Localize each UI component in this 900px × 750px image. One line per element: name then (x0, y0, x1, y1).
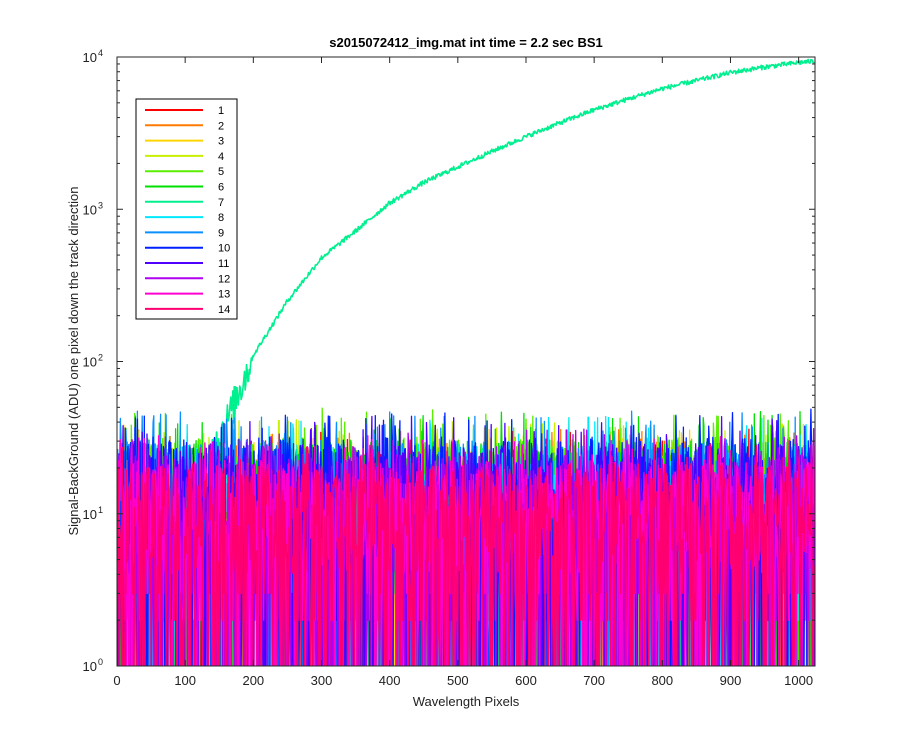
y-tick-label-exponent: 1 (98, 505, 103, 515)
x-tick-label: 600 (515, 673, 537, 688)
series-line-14 (117, 439, 815, 666)
legend-label-13: 13 (218, 289, 230, 301)
x-tick-label: 400 (379, 673, 401, 688)
legend-label-3: 3 (218, 136, 224, 148)
x-axis-label: Wavelength Pixels (413, 694, 520, 709)
x-tick-label: 100 (174, 673, 196, 688)
y-tick-label: 10 (83, 355, 97, 370)
y-tick-label: 10 (83, 202, 97, 217)
y-axis-label: Signal-BackGround (ADU) one pixel down t… (66, 186, 81, 535)
x-tick-label: 200 (242, 673, 264, 688)
y-tick-label-exponent: 2 (98, 353, 103, 363)
legend-label-1: 1 (218, 105, 224, 117)
legend-label-14: 14 (218, 304, 230, 316)
y-tick-label-exponent: 0 (98, 657, 103, 667)
series-line-7 (117, 58, 815, 612)
y-tick-label: 10 (83, 50, 97, 65)
legend-label-10: 10 (218, 243, 230, 255)
legend-label-7: 7 (218, 197, 224, 209)
x-tick-label: 700 (583, 673, 605, 688)
series-layer (117, 58, 815, 666)
legend-label-4: 4 (218, 151, 224, 163)
legend-box (135, 98, 238, 320)
y-tick-label-exponent: 4 (98, 48, 103, 58)
x-tick-label: 900 (720, 673, 742, 688)
x-tick-label: 1000 (784, 673, 813, 688)
chart-title: s2015072412_img.mat int time = 2.2 sec B… (329, 35, 603, 50)
legend-label-8: 8 (218, 212, 224, 224)
x-tick-label: 0 (113, 673, 120, 688)
y-tick-label: 10 (83, 507, 97, 522)
legend-label-9: 9 (218, 227, 224, 239)
x-tick-label: 500 (447, 673, 469, 688)
x-tick-label: 800 (651, 673, 673, 688)
legend-label-5: 5 (218, 166, 224, 178)
y-tick-label-exponent: 3 (98, 200, 103, 210)
legend-label-2: 2 (218, 120, 224, 132)
legend-label-6: 6 (218, 182, 224, 194)
legend-label-12: 12 (218, 273, 230, 285)
x-tick-label: 300 (311, 673, 333, 688)
y-tick-label: 10 (83, 659, 97, 674)
legend-label-11: 11 (218, 258, 229, 270)
